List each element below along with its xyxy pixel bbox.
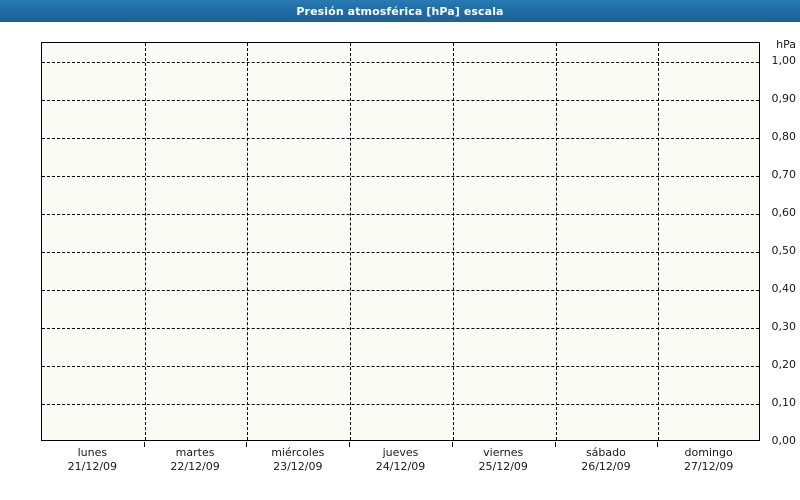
- gridline-horizontal: [42, 290, 759, 291]
- gridline-horizontal: [42, 404, 759, 405]
- x-axis-day-name: viernes: [483, 446, 524, 459]
- y-axis-tick-label: 0,30: [771, 320, 797, 333]
- x-axis-tick-label: lunes 21/12/09: [68, 446, 117, 474]
- x-axis-tick-label: domingo 27/12/09: [684, 446, 733, 474]
- gridline-horizontal: [42, 176, 759, 177]
- x-axis-tick-label: sábado 26/12/09: [581, 446, 630, 474]
- x-axis-tick-mark: [246, 442, 249, 447]
- gridline-horizontal: [42, 214, 759, 215]
- x-axis-tick-label: martes 22/12/09: [170, 446, 219, 474]
- page-title: Presión atmosférica [hPa] escala: [296, 4, 504, 18]
- x-axis-tick-label: miércoles 23/12/09: [271, 446, 324, 474]
- x-axis-tick-mark: [657, 442, 660, 447]
- x-axis-tick-mark: [349, 442, 352, 447]
- x-axis-day-name: miércoles: [271, 446, 325, 459]
- gridline-horizontal: [42, 138, 759, 139]
- gridline-vertical: [247, 43, 248, 440]
- gridline-vertical: [453, 43, 454, 440]
- x-axis-date: 22/12/09: [170, 460, 220, 473]
- x-axis-date: 26/12/09: [581, 460, 631, 473]
- x-axis-day-name: domingo: [684, 446, 733, 459]
- gridline-horizontal: [42, 366, 759, 367]
- x-axis-day-name: jueves: [382, 446, 419, 459]
- x-axis-tick-label: viernes 25/12/09: [479, 446, 528, 474]
- x-axis-date: 25/12/09: [478, 460, 528, 473]
- y-axis-tick-label: 0,40: [771, 282, 797, 295]
- x-axis-tick-mark: [452, 442, 455, 447]
- y-axis-tick-label: 0,50: [771, 244, 797, 257]
- chart-canvas: hPa 1,00 0,90 0,80 0,70 0,60 0,50 0,40 0,30 0,20…: [0, 22, 800, 500]
- x-axis-date: 27/12/09: [683, 460, 734, 473]
- y-axis-tick-label: 0,80: [771, 130, 797, 143]
- gridline-horizontal: [42, 100, 759, 101]
- x-axis-date: 23/12/09: [273, 460, 323, 473]
- window-titlebar: Presión atmosférica [hPa] escala: [0, 0, 800, 22]
- x-axis-day-name: lunes: [77, 446, 108, 459]
- gridline-vertical: [556, 43, 557, 440]
- y-axis-unit-label: hPa: [776, 38, 796, 51]
- gridline-vertical: [145, 43, 146, 440]
- y-axis-tick-label: 0,60: [771, 206, 797, 219]
- y-axis-tick-label: 0,10: [771, 396, 797, 409]
- series-svg: [42, 43, 760, 441]
- y-axis-tick-label: 0,70: [771, 168, 797, 181]
- gridline-horizontal: [42, 328, 759, 329]
- x-axis-tick-mark: [555, 442, 558, 447]
- gridline-vertical: [350, 43, 351, 440]
- y-axis-tick-label: 0,90: [771, 92, 797, 105]
- y-axis-tick-label: 0,00: [771, 434, 797, 447]
- plot-area: [41, 42, 760, 441]
- x-axis-date: 24/12/09: [375, 460, 426, 473]
- gridline-horizontal: [42, 62, 759, 63]
- y-axis-tick-label: 0,20: [771, 358, 797, 371]
- x-axis-date: 21/12/09: [67, 460, 118, 473]
- x-axis-day-name: sábado: [585, 446, 626, 459]
- gridline-horizontal: [42, 252, 759, 253]
- x-axis-tick-label: jueves 24/12/09: [376, 446, 425, 474]
- x-axis-day-name: martes: [175, 446, 215, 459]
- y-axis-tick-label: 1,00: [771, 54, 797, 67]
- gridline-vertical: [658, 43, 659, 440]
- x-axis-tick-mark: [144, 442, 147, 447]
